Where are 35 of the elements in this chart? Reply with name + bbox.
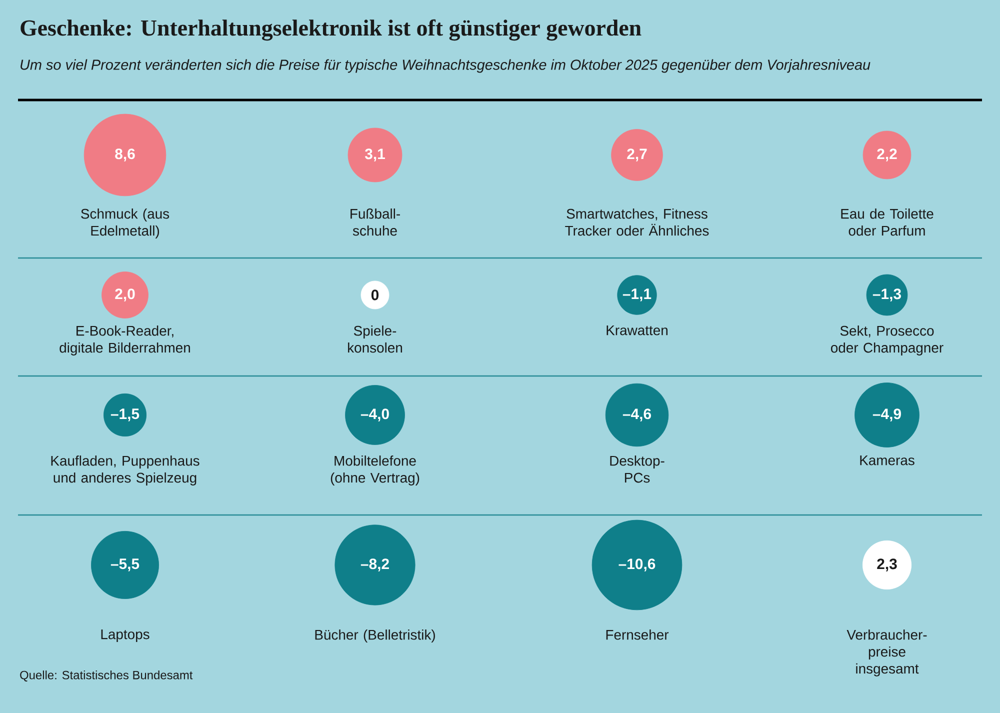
text: Um so viel Prozent veränderten sich die Preise für typische Weihnachtsgeschenke im Oktober 2025 gegenüber dem Vorjahresniveau [20, 59, 870, 73]
category-label: Fernseher [606, 630, 669, 640]
data-label: –4,9 [872, 408, 901, 422]
category-label: Spiele-konsolen [348, 326, 402, 353]
data-label: 8,6 [115, 148, 135, 162]
text: Geschenke: Unterhaltungselektronik ist oft günstiger geworden [20, 19, 642, 41]
data-label: 2,7 [627, 148, 647, 162]
category-label: Desktop-PCs [610, 456, 664, 483]
data-label: –1,3 [872, 288, 901, 302]
category-label: Kaufladen, Puppenhaus und anderes Spielzeug [51, 456, 200, 486]
data-label: 0 [371, 290, 379, 300]
category-label: Sekt, Prosecco oder Champagner [830, 326, 944, 356]
category-label: Smartwatches, Fitness Tracker oder Ähnliches [565, 208, 709, 236]
data-label: 2,3 [877, 558, 897, 572]
source-note: Quelle: Statistisches Bundesamt [20, 670, 193, 682]
data-label: 2,2 [877, 148, 897, 162]
category-label: Mobiltelefone (ohne Vertrag) [330, 456, 420, 486]
data-label: –1,5 [110, 408, 140, 422]
data-label: –10,6 [618, 558, 656, 572]
category-label: Fußball-schuhe [350, 208, 400, 236]
category-label: Eau de Toilette oder Parfum [841, 208, 934, 236]
data-label: 3,1 [364, 148, 385, 162]
category-label: E-Book-Reader, digitale Bilderrahmen [60, 326, 190, 356]
category-label: Krawatten [606, 326, 668, 336]
data-label: –4,0 [360, 408, 389, 422]
data-label: –1,1 [622, 288, 652, 302]
category-label: Laptops [101, 630, 150, 642]
category-label: Schmuck (aus Edelmetall) [81, 208, 170, 238]
data-label: 2,0 [115, 288, 135, 302]
category-label: Kameras [860, 456, 914, 466]
data-label: –5,5 [110, 558, 140, 572]
data-label: –4,6 [622, 408, 651, 422]
data-label: –8,2 [360, 558, 389, 572]
category-label: Verbraucher-preise insgesamt [846, 630, 927, 676]
category-label: Bücher (Belletristik) [315, 630, 435, 643]
